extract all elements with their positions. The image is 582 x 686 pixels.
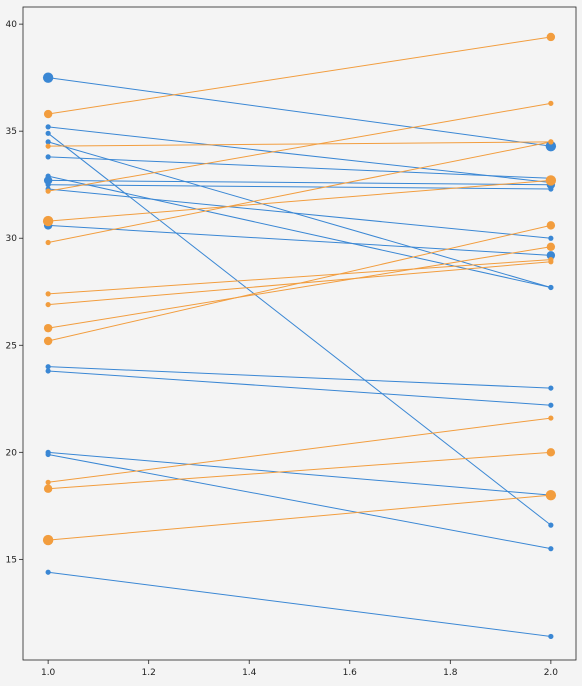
- slope-line-23: [48, 246, 551, 329]
- end-point-14: [548, 546, 554, 552]
- series-lines: [47, 36, 552, 637]
- y-tick-label: 30: [6, 234, 18, 244]
- end-point-12: [548, 402, 554, 408]
- slope-line-16: [48, 36, 551, 115]
- slope-line-21: [48, 259, 551, 295]
- end-point-26: [546, 448, 556, 457]
- end-point-24: [546, 221, 556, 230]
- x-tick-label: 1.2: [142, 668, 156, 678]
- start-point-14: [45, 451, 51, 458]
- start-point-4: [45, 139, 51, 145]
- slope-line-1: [48, 77, 551, 147]
- start-point-7: [43, 176, 53, 185]
- slope-line-17: [48, 141, 551, 147]
- slope-line-4: [47, 141, 552, 288]
- slope-line-8: [48, 184, 551, 190]
- end-point-1: [545, 140, 557, 152]
- slope-line-26: [48, 451, 551, 490]
- plot-area: [23, 7, 576, 660]
- slope-line-5: [48, 156, 551, 179]
- y-tick-label: 20: [6, 448, 18, 458]
- start-point-18: [45, 188, 51, 194]
- y-tick-label: 15: [6, 555, 17, 565]
- y-tick-label: 25: [6, 341, 17, 351]
- start-point-11: [45, 364, 51, 370]
- start-point-21: [45, 291, 51, 297]
- start-point-8: [45, 182, 51, 188]
- slope-line-3: [47, 132, 552, 526]
- end-point-23: [546, 242, 556, 251]
- slope-line-24: [48, 224, 551, 342]
- end-point-22: [548, 259, 554, 265]
- plot-background: [23, 7, 576, 660]
- slope-line-2: [48, 126, 551, 184]
- start-point-17: [45, 143, 51, 149]
- slope-line-13: [48, 451, 551, 496]
- end-point-10: [546, 251, 556, 260]
- end-point-3: [548, 522, 554, 528]
- end-point-11: [548, 385, 554, 391]
- start-point-23: [43, 323, 53, 333]
- end-point-15: [548, 633, 554, 640]
- x-tick-label: 1.0: [41, 668, 56, 678]
- end-point-8: [548, 186, 554, 192]
- slope-line-18: [48, 102, 551, 192]
- slope-line-9: [48, 188, 551, 239]
- start-point-1: [42, 72, 54, 83]
- y-tick-label: 40: [6, 20, 18, 30]
- slope-line-14: [48, 453, 551, 550]
- start-point-2: [45, 124, 51, 130]
- slope-line-12: [48, 370, 551, 406]
- slope-line-20: [48, 141, 551, 243]
- start-point-12: [45, 368, 51, 374]
- slope-line-19: [48, 179, 551, 222]
- start-point-16: [43, 109, 53, 119]
- end-point-20: [548, 139, 554, 145]
- start-point-24: [43, 336, 53, 346]
- end-point-6: [548, 284, 554, 291]
- start-point-19: [42, 215, 54, 227]
- end-point-25: [548, 415, 554, 421]
- x-tick-label: 1.4: [242, 668, 257, 678]
- start-point-26: [43, 484, 53, 493]
- x-tick-label: 1.6: [343, 668, 358, 678]
- x-tick-label: 2.0: [544, 668, 559, 678]
- slope-line-15: [48, 571, 551, 637]
- start-point-20: [45, 239, 51, 246]
- slope-line-10: [48, 224, 551, 256]
- end-point-9: [548, 235, 554, 241]
- axes-border: [22, 6, 577, 661]
- series-points: [42, 32, 557, 640]
- slope-line-27: [48, 494, 551, 541]
- start-point-22: [45, 301, 51, 308]
- start-point-3: [45, 130, 51, 136]
- y-tick-label: 35: [6, 127, 17, 137]
- slope-line-11: [48, 366, 551, 389]
- slope-line-7: [48, 179, 551, 186]
- start-point-27: [42, 534, 54, 546]
- start-point-15: [45, 569, 51, 575]
- start-point-25: [45, 479, 51, 485]
- x-tick-label: 1.8: [443, 668, 458, 678]
- start-point-5: [45, 154, 51, 160]
- x-axis: 1.0 1.2 1.4 1.6 1.8 2.0: [41, 660, 558, 678]
- end-point-19: [545, 175, 557, 186]
- end-point-18: [548, 100, 554, 106]
- axes-frame: [22, 6, 577, 661]
- slope-line-25: [48, 417, 551, 483]
- end-point-27: [545, 489, 557, 501]
- y-axis: 15 20 25 30 35 40: [6, 20, 23, 565]
- end-point-16: [546, 32, 556, 42]
